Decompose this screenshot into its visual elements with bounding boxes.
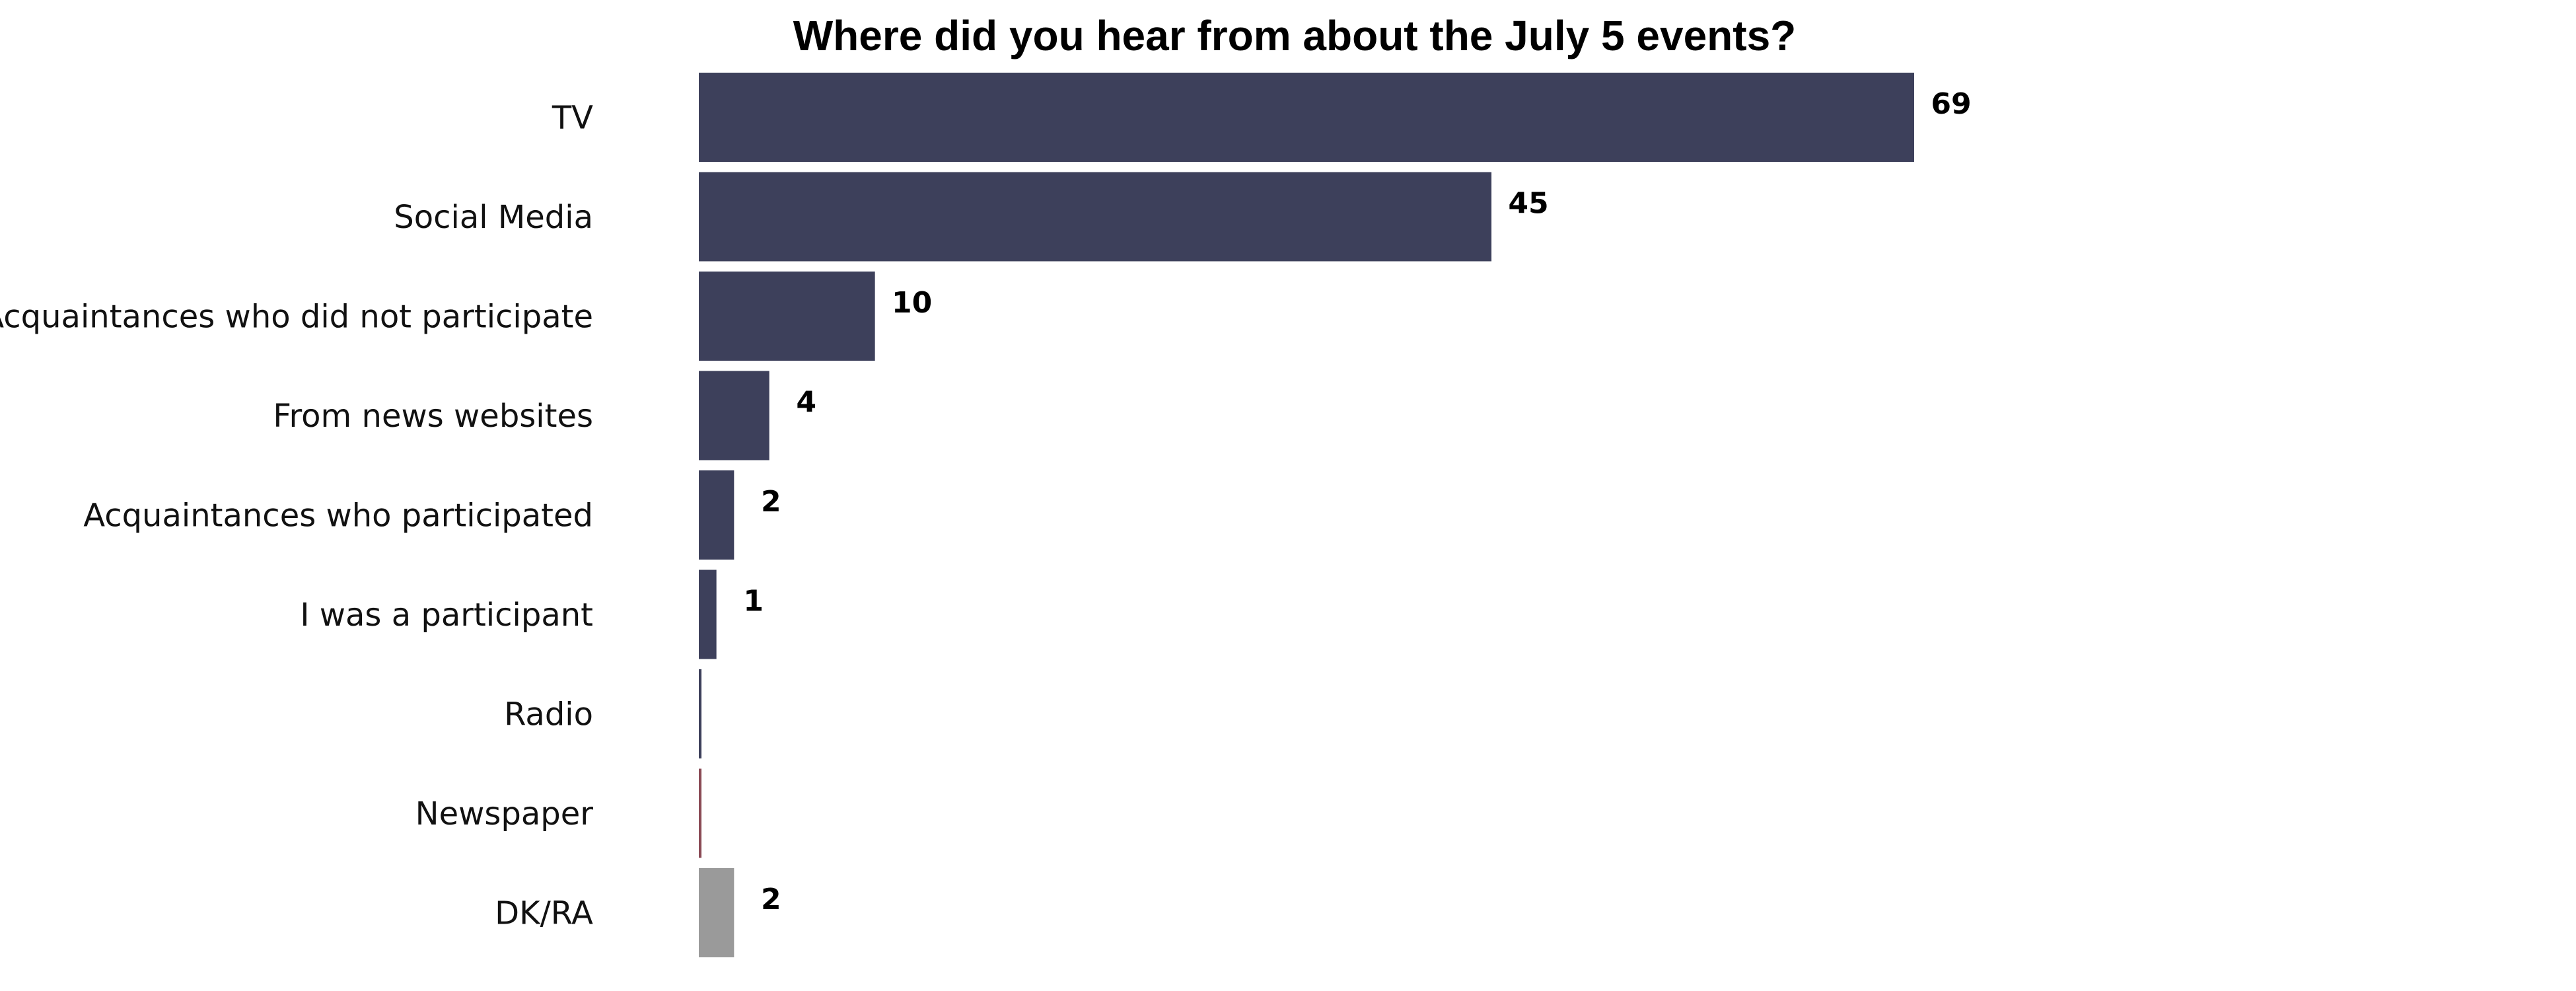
- category-label: I was a participant: [300, 597, 593, 634]
- bar-2: [699, 272, 875, 361]
- value-label: 1: [743, 585, 764, 618]
- category-label: DK/RA: [495, 895, 593, 932]
- category-label: Acquaintances who participated: [83, 497, 593, 534]
- chart-title: Where did you hear from about the July 5…: [793, 12, 1797, 59]
- category-label: Acquaintances who did not participate: [0, 299, 593, 336]
- category-label: From news websites: [273, 398, 593, 435]
- bar-7: [699, 768, 701, 858]
- bar-4: [699, 470, 734, 560]
- value-label: 10: [892, 286, 932, 320]
- category-label: Radio: [504, 696, 593, 733]
- value-label: 69: [1931, 87, 1971, 121]
- bars-layer: TV 69 Social Media 45 Acquaintances who did …: [0, 73, 1972, 957]
- category-label: TV: [552, 100, 593, 137]
- bar-0: [699, 73, 1914, 162]
- value-label: 2: [761, 485, 781, 519]
- bar-3: [699, 371, 769, 460]
- bar-6: [699, 669, 701, 758]
- category-label: Newspaper: [415, 795, 594, 832]
- bar-1: [699, 172, 1491, 262]
- value-label: 45: [1508, 187, 1548, 221]
- bar-8: [699, 868, 734, 957]
- value-label: 4: [796, 386, 816, 420]
- category-label: Social Media: [394, 199, 593, 236]
- value-label: 2: [761, 883, 781, 916]
- bar-5: [699, 569, 717, 659]
